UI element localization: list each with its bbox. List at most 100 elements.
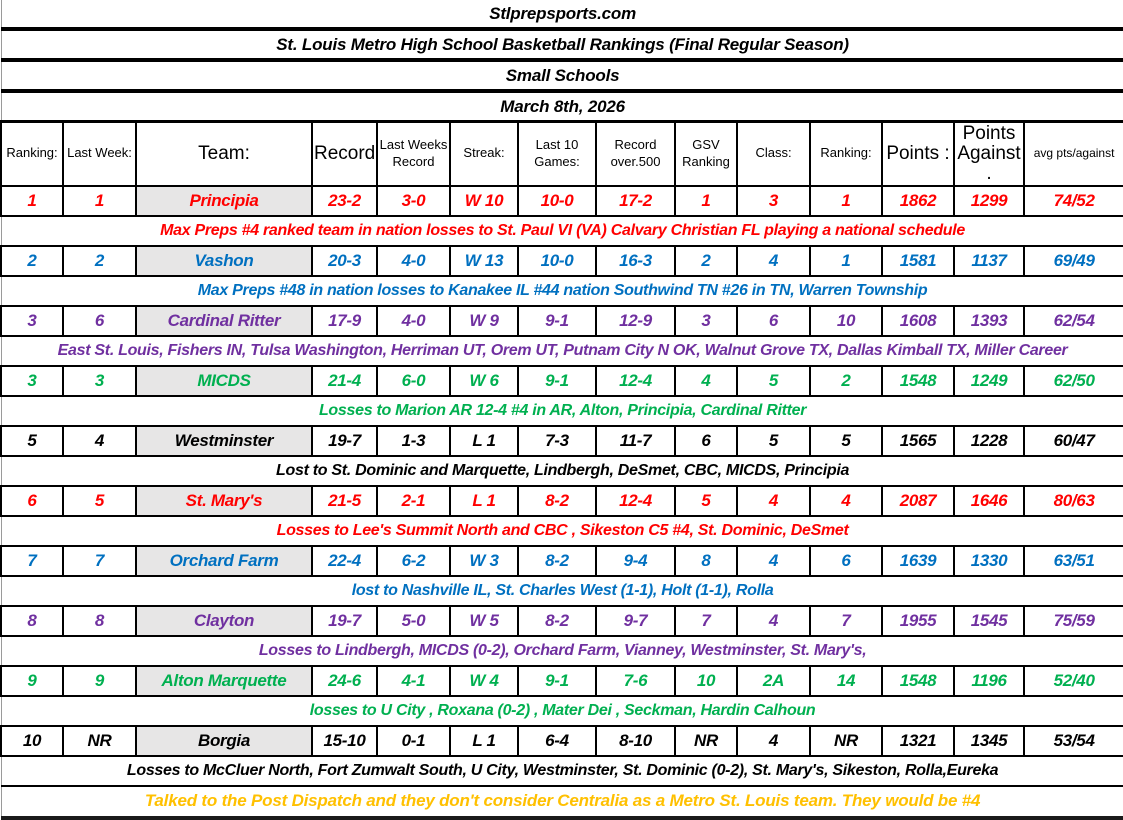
cell-points_against: 1249 — [953, 364, 1025, 397]
column-header-record: Record: — [311, 120, 378, 187]
team-row: 2 2 Vashon 20-3 4-0 W 13 10-0 16-3 2 4 1 1581 1137 69… — [0, 244, 1123, 277]
cell-points: 1862 — [881, 184, 955, 217]
cell-over_500: 7-6 — [595, 664, 676, 697]
cell-record: 21-4 — [311, 364, 378, 397]
cell-points: 1639 — [881, 544, 955, 577]
team-note: Losses to McCluer North, Fort Zumwalt So… — [0, 754, 1123, 787]
column-header-avg: avg pts/against — [1022, 120, 1123, 187]
cell-ranking: 3 — [0, 364, 64, 397]
cell-points_against: 1330 — [953, 544, 1025, 577]
cell-ranking: 8 — [0, 604, 64, 637]
cell-points: 1608 — [881, 304, 955, 337]
cell-class: 5 — [736, 364, 811, 397]
column-header-over_500: Record over.500 — [595, 120, 676, 187]
cell-last_week: 2 — [62, 244, 137, 277]
cell-avg: 69/49 — [1022, 244, 1123, 277]
cell-last_week: NR — [62, 724, 137, 757]
cell-ranking: 2 — [0, 244, 64, 277]
cell-last_weeks_record: 3-0 — [376, 184, 451, 217]
cell-class_ranking: 7 — [809, 604, 883, 637]
cell-class_ranking: 1 — [809, 184, 883, 217]
cell-last_weeks_record: 4-0 — [376, 304, 451, 337]
cell-points: 1548 — [881, 664, 955, 697]
cell-gsv: 10 — [674, 664, 738, 697]
cell-class_ranking: 2 — [809, 364, 883, 397]
team-note: losses to U City , Roxana (0-2) , Mater … — [0, 694, 1123, 727]
cell-record: 24-6 — [311, 664, 378, 697]
rankings-table-body: 1 1 Principia 23-2 3-0 W 10 10-0 17-2 1 3 1 1862 129… — [0, 184, 1123, 787]
team-note-row: lost to Nashville IL, St. Charles West (… — [0, 574, 1123, 607]
cell-class_ranking: 1 — [809, 244, 883, 277]
cell-points: 2087 — [881, 484, 955, 517]
cell-streak: W 5 — [449, 604, 519, 637]
cell-last_10: 10-0 — [517, 184, 597, 217]
cell-ranking: 3 — [0, 304, 64, 337]
team-row: 10 NR Borgia 15-10 0-1 L 1 6-4 8-10 NR 4 NR 1321 134… — [0, 724, 1123, 757]
cell-over_500: 12-4 — [595, 484, 676, 517]
footer-note: Talked to the Post Dispatch and they don… — [0, 784, 1123, 820]
cell-gsv: 8 — [674, 544, 738, 577]
team-name-cell: MICDS — [135, 364, 313, 397]
column-header-points: Points : — [881, 120, 955, 187]
cell-points_against: 1196 — [953, 664, 1025, 697]
cell-points: 1321 — [881, 724, 955, 757]
cell-avg: 80/63 — [1022, 484, 1123, 517]
team-name-cell: Orchard Farm — [135, 544, 313, 577]
cell-over_500: 8-10 — [595, 724, 676, 757]
cell-last_10: 6-4 — [517, 724, 597, 757]
cell-last_10: 8-2 — [517, 544, 597, 577]
cell-gsv: 1 — [674, 184, 738, 217]
cell-last_week: 9 — [62, 664, 137, 697]
cell-points: 1955 — [881, 604, 955, 637]
cell-points_against: 1545 — [953, 604, 1025, 637]
team-row: 6 5 St. Mary's 21-5 2-1 L 1 8-2 12-4 5 4 4 2087 1646… — [0, 484, 1123, 517]
title-row-division: Small Schools — [0, 60, 1123, 93]
cell-ranking: 6 — [0, 484, 64, 517]
cell-points_against: 1646 — [953, 484, 1025, 517]
cell-last_weeks_record: 6-2 — [376, 544, 451, 577]
cell-record: 17-9 — [311, 304, 378, 337]
cell-class: 4 — [736, 484, 811, 517]
cell-streak: L 1 — [449, 424, 519, 457]
cell-record: 19-7 — [311, 424, 378, 457]
cell-streak: W 9 — [449, 304, 519, 337]
cell-points_against: 1228 — [953, 424, 1025, 457]
team-note-row: Losses to McCluer North, Fort Zumwalt So… — [0, 754, 1123, 787]
cell-gsv: 7 — [674, 604, 738, 637]
cell-ranking: 5 — [0, 424, 64, 457]
cell-class: 3 — [736, 184, 811, 217]
cell-last_10: 9-1 — [517, 364, 597, 397]
page-title: St. Louis Metro High School Basketball R… — [0, 29, 1123, 62]
team-name-cell: Borgia — [135, 724, 313, 757]
column-header-gsv: GSV Ranking — [674, 120, 738, 187]
cell-over_500: 12-9 — [595, 304, 676, 337]
footer-row: Talked to the Post Dispatch and they don… — [0, 784, 1123, 820]
cell-avg: 62/50 — [1022, 364, 1123, 397]
cell-ranking: 1 — [0, 184, 64, 217]
date-title: March 8th, 2026 — [0, 91, 1123, 123]
cell-last_10: 7-3 — [517, 424, 597, 457]
cell-last_weeks_record: 5-0 — [376, 604, 451, 637]
cell-last_week: 3 — [62, 364, 137, 397]
cell-avg: 74/52 — [1022, 184, 1123, 217]
team-note-row: Losses to Lee's Summit North and CBC , S… — [0, 514, 1123, 547]
cell-record: 15-10 — [311, 724, 378, 757]
team-row: 1 1 Principia 23-2 3-0 W 10 10-0 17-2 1 3 1 1862 129… — [0, 184, 1123, 217]
column-header-last_weeks_record: Last Weeks Record — [376, 120, 451, 187]
cell-class_ranking: 5 — [809, 424, 883, 457]
division-title: Small Schools — [0, 60, 1123, 93]
cell-record: 21-5 — [311, 484, 378, 517]
team-note: lost to Nashville IL, St. Charles West (… — [0, 574, 1123, 607]
column-header-row: Ranking: Last Week: Team: Record: Last Weeks… — [0, 120, 1123, 187]
cell-avg: 53/54 — [1022, 724, 1123, 757]
team-note: East St. Louis, Fishers IN, Tulsa Washin… — [0, 334, 1123, 367]
column-header-ranking: Ranking: — [0, 120, 64, 187]
cell-streak: W 3 — [449, 544, 519, 577]
team-name-cell: Principia — [135, 184, 313, 217]
cell-class_ranking: 4 — [809, 484, 883, 517]
cell-over_500: 9-7 — [595, 604, 676, 637]
site-title: Stlprepsports.com — [0, 0, 1123, 31]
cell-record: 19-7 — [311, 604, 378, 637]
team-name-cell: Vashon — [135, 244, 313, 277]
cell-class_ranking: 6 — [809, 544, 883, 577]
